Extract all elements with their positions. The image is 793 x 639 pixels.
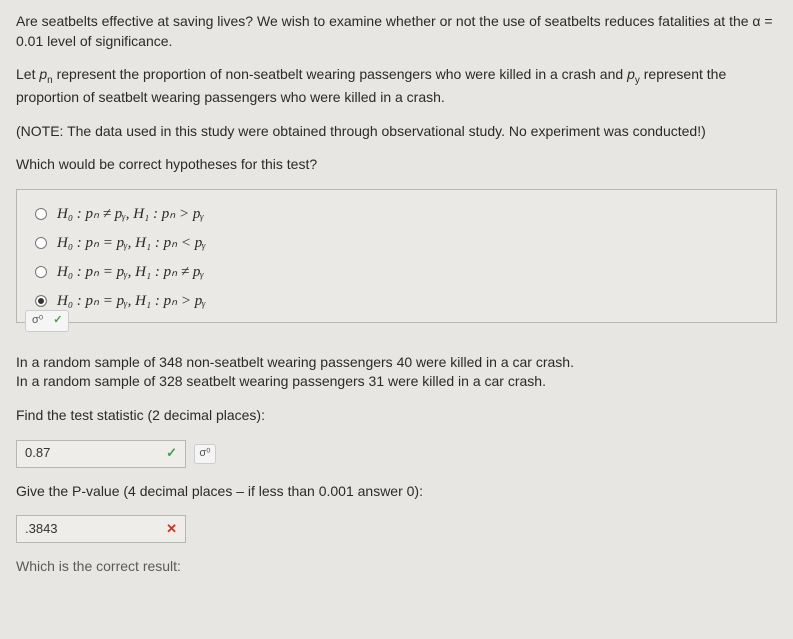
pvalue-input[interactable]: .3843 ✕ (16, 515, 186, 543)
sample-line-1: In a random sample of 348 non-seatbelt w… (16, 353, 777, 373)
teststat-input[interactable]: 0.87 ✓ (16, 440, 186, 468)
check-icon: ✓ (166, 444, 177, 462)
sigma-badge: σ⁰ (194, 444, 216, 464)
teststat-value: 0.87 (25, 444, 50, 462)
option-row-1[interactable]: H₀ : pₙ ≠ pᵧ, H₁ : pₙ > pᵧ (35, 200, 758, 229)
check-icon: ✓ (53, 313, 62, 328)
option-label: H₀ : pₙ = pᵧ, H₁ : pₙ ≠ pᵧ (57, 262, 204, 283)
options-feedback-badge: σ⁰ ✓ (25, 310, 69, 331)
option-label: H₀ : pₙ = pᵧ, H₁ : pₙ < pᵧ (57, 233, 206, 254)
sample-line-2: In a random sample of 328 seatbelt weari… (16, 372, 777, 392)
note-paragraph: (NOTE: The data used in this study were … (16, 122, 777, 142)
hypothesis-prompt: Which would be correct hypotheses for th… (16, 155, 777, 175)
options-box: H₀ : pₙ ≠ pᵧ, H₁ : pₙ > pᵧ H₀ : pₙ = pᵧ,… (16, 189, 777, 323)
sigma-badge-text: σ⁰ (32, 313, 43, 328)
pn-symbol: p (39, 66, 47, 82)
option-row-3[interactable]: H₀ : pₙ = pᵧ, H₁ : pₙ ≠ pᵧ (35, 258, 758, 287)
intro-paragraph-2: Let pn represent the proportion of non-s… (16, 65, 777, 107)
cross-icon: ✕ (166, 520, 177, 538)
radio-icon[interactable] (35, 208, 47, 220)
cutoff-text: Which is the correct result: (16, 557, 777, 577)
intro-paragraph-1: Are seatbelts effective at saving lives?… (16, 12, 777, 51)
intro-2a: Let (16, 66, 39, 82)
radio-icon[interactable] (35, 266, 47, 278)
radio-icon[interactable] (35, 237, 47, 249)
pvalue-prompt: Give the P-value (4 decimal places – if … (16, 482, 777, 502)
option-row-2[interactable]: H₀ : pₙ = pᵧ, H₁ : pₙ < pᵧ (35, 229, 758, 258)
pvalue-value: .3843 (25, 520, 58, 538)
intro-2b: represent the proportion of non-seatbelt… (53, 66, 627, 82)
py-symbol: p (627, 66, 635, 82)
option-row-4[interactable]: H₀ : pₙ = pᵧ, H₁ : pₙ > pᵧ (35, 287, 758, 316)
teststat-prompt: Find the test statistic (2 decimal place… (16, 406, 777, 426)
teststat-answer-row: 0.87 ✓ σ⁰ (16, 440, 777, 468)
option-label: H₀ : pₙ ≠ pᵧ, H₁ : pₙ > pᵧ (57, 204, 204, 225)
pvalue-answer-row: .3843 ✕ (16, 515, 777, 543)
option-label: H₀ : pₙ = pᵧ, H₁ : pₙ > pᵧ (57, 291, 206, 312)
radio-icon-selected[interactable] (35, 295, 47, 307)
